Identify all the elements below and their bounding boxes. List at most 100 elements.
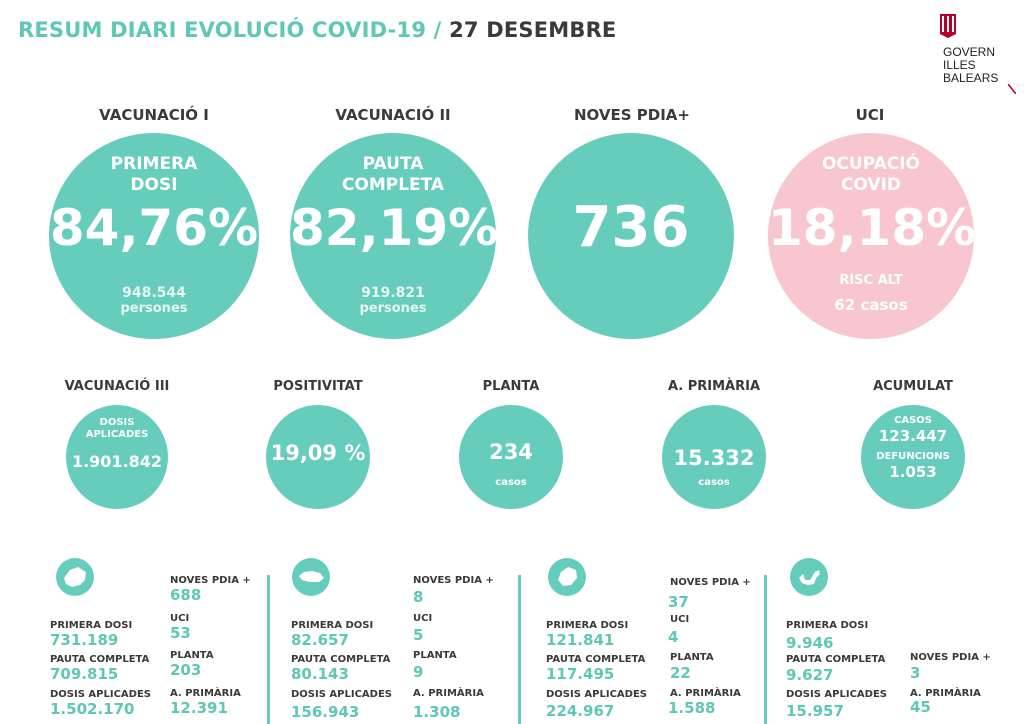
mallorca-planta-value: 203: [170, 661, 202, 679]
mallorca-pdia-label: NOVES PDIA +: [170, 575, 251, 586]
vacunacio-i-circle: PRIMERA DOSI 84,76% 948.544 persones: [49, 133, 259, 339]
logo-line-3: BALEARS: [943, 71, 999, 85]
planta-value: 234: [489, 440, 533, 464]
positivitat-value: 19,09 %: [270, 441, 366, 465]
menorca-primaria-value: 1.308: [413, 703, 461, 721]
noves-pdia-circle: 736: [528, 133, 734, 339]
vacunacio-iii-value: 1.901.842: [71, 452, 163, 471]
menorca-icon: [292, 558, 330, 596]
eivissa-pdia-label: NOVES PDIA +: [670, 577, 751, 588]
mallorca-planta-label: PLANTA: [170, 650, 214, 661]
eivissa-uci-value: 4: [668, 628, 679, 646]
vacunacio-ii-sub2: COMPLETA: [341, 175, 445, 195]
vacunacio-i-value: 84,76%: [49, 199, 259, 257]
vacunacio-ii-foot2: persones: [359, 301, 427, 316]
mallorca-pauta-value: 709.815: [50, 665, 119, 683]
mallorca-primaria-label: A. PRIMÀRIA: [170, 688, 241, 699]
formentera-icon: [790, 558, 828, 596]
eivissa-dosis-value: 224.967: [546, 702, 615, 720]
acumulat-value1: 123.447: [878, 427, 948, 445]
mallorca-pauta-label: PAUTA COMPLETA: [50, 654, 150, 665]
vacunacio-i-sub1: PRIMERA: [110, 154, 198, 174]
formentera-dosis-value: 15.957: [786, 702, 844, 720]
mallorca-dosis-value: 1.502.170: [50, 700, 135, 718]
menorca-pauta-value: 80.143: [291, 665, 349, 683]
menorca-dosis-label: DOSIS APLICADES: [291, 689, 392, 700]
acumulat-sub1: CASOS: [894, 415, 932, 426]
vacunacio-i-sub2: DOSI: [130, 175, 178, 195]
coat-of-arms-icon: [940, 14, 956, 38]
logo-slash-icon: [1008, 84, 1016, 94]
primaria-foot: casos: [698, 477, 730, 488]
eivissa-dosis-label: DOSIS APLICADES: [546, 689, 647, 700]
eivissa-primera-dosi-value: 121.841: [546, 631, 615, 649]
uci-sub1: OCUPACIÓ: [821, 154, 921, 174]
acumulat-sub2: DEFUNCIONS: [876, 451, 950, 462]
mallorca-primera-dosi-value: 731.189: [50, 631, 119, 649]
mallorca-uci-value: 53: [170, 624, 191, 642]
uci-foot2: 62 casos: [834, 296, 908, 314]
eivissa-primaria-label: A. PRIMÀRIA: [670, 688, 741, 699]
eivissa-pdia-value: 37: [668, 593, 689, 611]
formentera-dosis-label: DOSIS APLICADES: [786, 689, 887, 700]
menorca-planta-value: 9: [413, 663, 424, 681]
mallorca-primera-dosi-label: PRIMERA DOSI: [50, 620, 133, 631]
eivissa-planta-label: PLANTA: [670, 652, 714, 663]
noves-pdia-label: NOVES PDIA+: [574, 106, 690, 124]
acumulat-label: ACUMULAT: [873, 379, 953, 394]
formentera-pauta-label: PAUTA COMPLETA: [786, 654, 886, 665]
menorca-pdia-label: NOVES PDIA +: [413, 575, 494, 586]
page-title: RESUM DIARI EVOLUCIÓ COVID-19 / 27 DESEM…: [18, 18, 616, 42]
uci-label: UCI: [855, 106, 885, 124]
menorca-primaria-label: A. PRIMÀRIA: [413, 688, 484, 699]
eivissa-pauta-value: 117.495: [546, 665, 615, 683]
eivissa-icon: [548, 558, 586, 596]
planta-foot: casos: [495, 477, 527, 488]
planta-circle: 234 casos: [459, 405, 563, 509]
acumulat-value2: 1.053: [889, 463, 937, 481]
vacunacio-i-label: VACUNACIÓ I: [99, 106, 209, 124]
uci-foot1: RISC ALT: [839, 273, 903, 288]
positivitat-label: POSITIVITAT: [273, 379, 363, 394]
vacunacio-ii-foot1: 919.821: [361, 285, 425, 301]
uci-sub2: COVID: [840, 175, 902, 195]
menorca-primera-dosi-value: 82.657: [291, 631, 349, 649]
acumulat-circle: CASOS 123.447 DEFUNCIONS 1.053: [861, 405, 965, 509]
vacunacio-iii-label: VACUNACIÓ III: [64, 379, 170, 394]
eivissa-primaria-value: 1.588: [668, 699, 716, 717]
menorca-uci-value: 5: [413, 626, 424, 644]
eivissa-primera-dosi-label: PRIMERA DOSI: [546, 620, 629, 631]
planta-label: PLANTA: [482, 379, 540, 394]
formentera-primera-dosi-value: 9.946: [786, 634, 834, 652]
formentera-primaria-label: A. PRIMÀRIA: [910, 688, 981, 699]
mallorca-dosis-label: DOSIS APLICADES: [50, 689, 151, 700]
menorca-uci-label: UCI: [413, 613, 433, 624]
logo-line-1: GOVERN: [943, 45, 996, 59]
mallorca-primaria-value: 12.391: [170, 699, 228, 717]
divider-2: [518, 575, 521, 724]
vacunacio-i-foot2: persones: [120, 301, 188, 316]
mallorca-pdia-value: 688: [170, 586, 202, 604]
vacunacio-ii-value: 82,19%: [290, 199, 499, 257]
vacunacio-iii-sub1: DOSIS: [99, 417, 135, 428]
vacunacio-i-foot1: 948.544: [122, 285, 186, 301]
menorca-pdia-value: 8: [413, 588, 424, 606]
eivissa-uci-label: UCI: [670, 614, 690, 625]
formentera-primera-dosi-label: PRIMERA DOSI: [786, 620, 869, 631]
menorca-planta-label: PLANTA: [413, 650, 457, 661]
eivissa-pauta-label: PAUTA COMPLETA: [546, 654, 646, 665]
page-title-main: RESUM DIARI EVOLUCIÓ COVID-19 /: [18, 18, 442, 42]
primaria-label: A. PRIMÀRIA: [667, 379, 761, 394]
menorca-primera-dosi-label: PRIMERA DOSI: [291, 620, 374, 631]
uci-circle: OCUPACIÓ COVID 18,18% RISC ALT 62 casos: [768, 133, 976, 339]
divider-1: [267, 575, 270, 724]
mallorca-uci-label: UCI: [170, 613, 190, 624]
vacunacio-ii-circle: PAUTA COMPLETA 82,19% 919.821 persones: [290, 133, 499, 339]
primaria-value: 15.332: [673, 446, 755, 470]
logo-text: GOVERN ILLES BALEARS: [943, 46, 998, 85]
vacunacio-iii-sub2: APLICADES: [85, 429, 149, 440]
govern-illes-balears-logo: GOVERN ILLES BALEARS: [938, 14, 1018, 94]
vacunacio-ii-sub1: PAUTA: [362, 154, 424, 174]
page-title-date: 27 DESEMBRE: [449, 18, 617, 42]
logo-line-2: ILLES: [943, 58, 976, 72]
